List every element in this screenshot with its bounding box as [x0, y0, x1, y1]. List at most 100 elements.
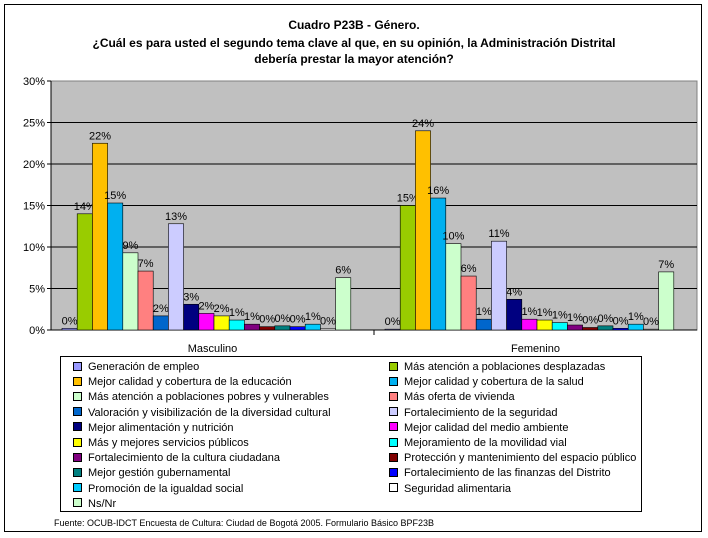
data-label: 1% [229, 307, 245, 319]
bar [597, 325, 614, 331]
legend-item: Mejoramiento de la movilidad vial [389, 436, 567, 451]
legend-swatch [73, 437, 82, 447]
bar [183, 303, 200, 331]
legend-swatch [389, 467, 398, 477]
legend-item: Fortalecimiento de la seguridad [389, 406, 557, 421]
legend-swatch [73, 361, 82, 371]
data-label: 1% [628, 311, 644, 323]
bar [61, 328, 78, 331]
legend-item: Promoción de la igualdad social [73, 482, 243, 497]
bar [92, 142, 108, 331]
chart-subtitle-line1: ¿Cuál es para usted el segundo tema clav… [92, 36, 616, 50]
bar [643, 328, 659, 331]
legend-label: Mejor alimentación y nutrición [88, 421, 234, 434]
data-label: 0% [259, 314, 275, 326]
bar [228, 319, 245, 331]
data-label: 15% [104, 190, 126, 202]
bar [612, 328, 629, 331]
bar [475, 318, 492, 331]
bar [460, 275, 477, 331]
legend-label: Promoción de la igualdad social [88, 482, 244, 495]
data-label: 10% [442, 231, 464, 243]
legend-item: Valoración y visibilización de la divers… [73, 406, 331, 421]
data-label: 0% [613, 315, 629, 327]
data-label: 2% [214, 303, 230, 315]
legend-label: Valoración y visibilización de la divers… [88, 406, 331, 419]
legend-swatch [73, 483, 82, 493]
data-label: 0% [643, 316, 659, 328]
data-label: 0% [597, 313, 613, 325]
legend-item: Más y mejores servicios públicos [73, 436, 249, 451]
data-label: 3% [183, 291, 199, 303]
data-label: 2% [153, 303, 169, 315]
bar [213, 315, 230, 331]
bar [551, 322, 568, 331]
legend-item: Mejor alimentación y nutrición [73, 421, 234, 436]
data-label: 16% [427, 185, 449, 197]
bar [658, 271, 675, 331]
bar [320, 328, 336, 331]
bar [384, 328, 401, 331]
legend-item: Mejor calidad del medio ambiente [389, 421, 568, 436]
data-label: 9% [122, 240, 138, 252]
legend-item: Más oferta de vivienda [389, 390, 515, 405]
legend-label: Mejor gestión gubernamental [88, 467, 231, 480]
data-label: 1% [476, 306, 492, 318]
legend-label: Más atención a poblaciones pobres y vuln… [88, 391, 329, 404]
legend-label: Más atención a poblaciones desplazadas [404, 361, 606, 373]
data-label: 1% [305, 311, 321, 323]
legend-item: Fortalecimiento de la cultura ciudadana [73, 451, 280, 466]
bar [244, 323, 260, 331]
data-label: 1% [552, 310, 568, 322]
legend-item: Mejor calidad y cobertura de la salud [389, 375, 584, 390]
y-tick-label: 10% [23, 242, 45, 254]
data-label: 7% [138, 258, 154, 270]
bar [107, 202, 124, 331]
bar [168, 223, 184, 331]
data-label: 11% [488, 228, 509, 240]
bar [627, 323, 644, 331]
legend-item: Más atención a poblaciones pobres y vuln… [73, 390, 329, 405]
bar [582, 327, 599, 331]
data-label: 14% [74, 201, 96, 213]
bar [567, 324, 583, 331]
bar [259, 326, 276, 331]
data-label: 1% [537, 307, 553, 319]
legend-label: Mejoramiento de la movilidad vial [404, 437, 567, 449]
legend-label: Fortalecimiento de la seguridad [404, 406, 558, 419]
data-label: 0% [290, 314, 306, 326]
data-label: 6% [461, 263, 477, 275]
data-label: 0% [385, 316, 401, 328]
legend-swatch [389, 452, 398, 462]
data-label: 0% [582, 315, 598, 327]
chart-subtitle-line2: debería prestar la mayor atención? [254, 52, 454, 66]
bar [152, 315, 169, 331]
data-label: 1% [567, 312, 583, 324]
legend-label: Protección y mantenimiento del espacio p… [404, 452, 637, 465]
legend-label: Fortalecimiento de las finanzas del Dist… [404, 467, 611, 480]
bar [76, 213, 93, 331]
data-label: 24% [412, 118, 434, 130]
legend-item: Fortalecimiento de las finanzas del Dist… [389, 466, 611, 481]
data-label: 0% [274, 313, 290, 325]
y-tick-label: 0% [29, 325, 45, 337]
bar [198, 313, 215, 331]
bar [399, 205, 416, 331]
legend-swatch [389, 391, 398, 401]
y-tick-label: 5% [29, 284, 45, 296]
bar [430, 197, 447, 331]
legend-item: Mejor gestión gubernamental [73, 466, 230, 481]
legend-item: Mejor calidad y cobertura de la educació… [73, 375, 292, 390]
legend-swatch [389, 422, 398, 432]
legend-swatch [73, 422, 82, 432]
y-tick-label: 20% [23, 159, 45, 171]
bar [521, 318, 538, 331]
y-tick-label: 25% [23, 118, 45, 130]
legend-label: Mejor calidad y cobertura de la educació… [88, 376, 292, 389]
bar [415, 130, 431, 331]
legend-swatch [389, 483, 398, 493]
legend-label: Generación de empleo [88, 361, 200, 373]
legend-item: Más atención a poblaciones desplazadas [389, 360, 605, 375]
legend-item: Generación de empleo [73, 360, 199, 375]
data-label: 15% [397, 193, 419, 205]
